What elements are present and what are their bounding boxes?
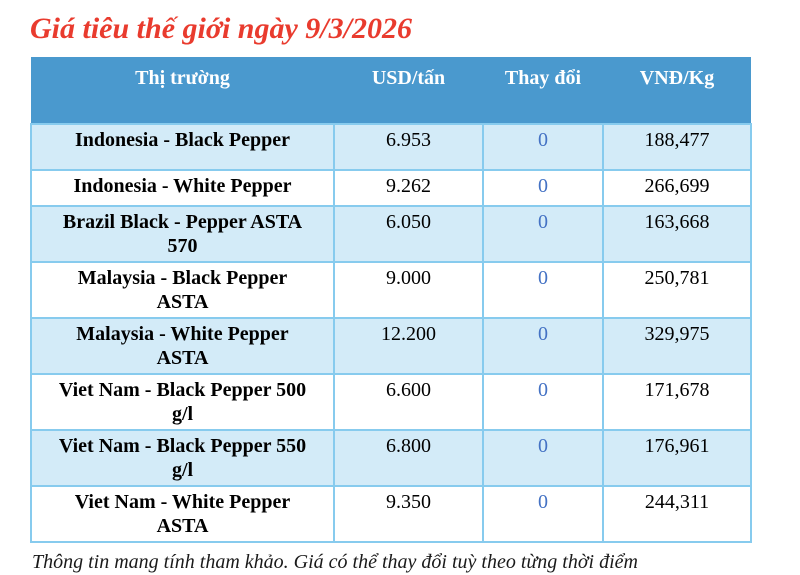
market-cell: Malaysia - White Pepper ASTA — [30, 317, 335, 375]
change-cell: 0 — [482, 261, 604, 319]
usd-cell: 6.800 — [333, 429, 484, 487]
table-row: Malaysia - Black Pepper ASTA 9.000 0 250… — [30, 261, 752, 319]
usd-cell: 6.050 — [333, 205, 484, 263]
market-cell: Brazil Black - Pepper ASTA 570 — [30, 205, 335, 263]
change-cell: 0 — [482, 169, 604, 207]
table-row: Indonesia - White Pepper 9.262 0 266,699 — [30, 169, 752, 207]
vnd-cell: 188,477 — [602, 123, 752, 171]
usd-cell: 9.000 — [333, 261, 484, 319]
table-row: Brazil Black - Pepper ASTA 570 6.050 0 1… — [30, 205, 752, 263]
change-cell: 0 — [482, 429, 604, 487]
price-table: Thị trường USD/tấn Thay đổi VNĐ/Kg Indon… — [30, 57, 752, 543]
change-cell: 0 — [482, 485, 604, 543]
usd-cell: 9.350 — [333, 485, 484, 543]
table-row: Viet Nam - Black Pepper 550 g/l 6.800 0 … — [30, 429, 752, 487]
usd-cell: 6.953 — [333, 123, 484, 171]
market-cell: Viet Nam - White Pepper ASTA — [30, 485, 335, 543]
header-row: Thị trường USD/tấn Thay đổi VNĐ/Kg — [31, 57, 751, 124]
vnd-cell: 329,975 — [602, 317, 752, 375]
change-cell: 0 — [482, 205, 604, 263]
vnd-cell: 171,678 — [602, 373, 752, 431]
vnd-cell: 163,668 — [602, 205, 752, 263]
market-cell: Indonesia - White Pepper — [30, 169, 335, 207]
change-cell: 0 — [482, 373, 604, 431]
vnd-cell: 244,311 — [602, 485, 752, 543]
market-cell: Malaysia - Black Pepper ASTA — [30, 261, 335, 319]
table-row: Malaysia - White Pepper ASTA 12.200 0 32… — [30, 317, 752, 375]
table-row: Viet Nam - Black Pepper 500 g/l 6.600 0 … — [30, 373, 752, 431]
vnd-cell: 176,961 — [602, 429, 752, 487]
column-header-market: Thị trường — [31, 57, 334, 124]
usd-cell: 6.600 — [333, 373, 484, 431]
market-cell: Viet Nam - Black Pepper 500 g/l — [30, 373, 335, 431]
change-cell: 0 — [482, 123, 604, 171]
column-header-vnd: VNĐ/Kg — [603, 57, 751, 124]
change-cell: 0 — [482, 317, 604, 375]
table-header: Thị trường USD/tấn Thay đổi VNĐ/Kg — [31, 57, 751, 124]
column-header-change: Thay đổi — [483, 57, 603, 124]
table-row: Viet Nam - White Pepper ASTA 9.350 0 244… — [30, 485, 752, 543]
market-cell: Viet Nam - Black Pepper 550 g/l — [30, 429, 335, 487]
table-row: Indonesia - Black Pepper 6.953 0 188,477 — [30, 123, 752, 171]
column-header-usd: USD/tấn — [334, 57, 483, 124]
usd-cell: 9.262 — [333, 169, 484, 207]
page-title: Giá tiêu thế giới ngày 9/3/2026 — [30, 12, 412, 45]
usd-cell: 12.200 — [333, 317, 484, 375]
market-cell: Indonesia - Black Pepper — [30, 123, 335, 171]
vnd-cell: 266,699 — [602, 169, 752, 207]
vnd-cell: 250,781 — [602, 261, 752, 319]
